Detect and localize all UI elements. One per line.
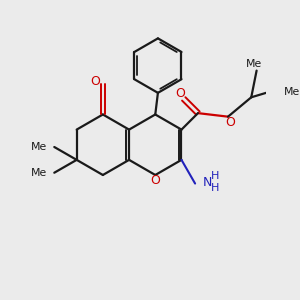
Text: N: N: [202, 176, 212, 189]
Text: Me: Me: [246, 59, 262, 69]
Text: O: O: [226, 116, 236, 129]
Text: Me: Me: [31, 142, 47, 152]
Text: O: O: [91, 75, 100, 88]
Text: O: O: [150, 174, 160, 187]
Text: O: O: [175, 87, 185, 100]
Text: Me: Me: [31, 168, 47, 178]
Text: Me: Me: [284, 87, 300, 97]
Text: H: H: [211, 171, 219, 181]
Text: H: H: [211, 183, 219, 193]
